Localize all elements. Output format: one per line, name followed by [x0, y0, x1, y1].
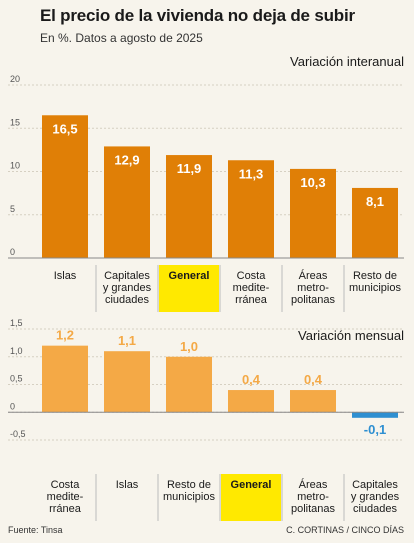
annual-category-label: Islas — [54, 270, 77, 282]
monthly-bar — [104, 351, 150, 413]
annual-bar — [166, 155, 212, 258]
monthly-category-label: Capitales — [352, 479, 398, 491]
annual-category-label: ciudades — [105, 294, 150, 306]
monthly-category-highlight — [221, 474, 281, 521]
annual-category-label: metro- — [297, 282, 329, 294]
monthly-panel-title: Variación mensual — [298, 328, 404, 343]
annual-value-label: 11,3 — [239, 166, 264, 181]
annual-bar — [290, 168, 336, 258]
annual-category-label: General — [169, 270, 210, 282]
monthly-value-label: 0,4 — [304, 372, 323, 387]
annual-panel-title: Variación interanual — [290, 54, 404, 69]
monthly-category-label: Costa — [51, 479, 81, 491]
monthly-category-label: ciudades — [353, 503, 398, 515]
annual-category-label: municipios — [349, 282, 401, 294]
monthly-bar — [290, 390, 336, 413]
monthly-ytick-label: 0,5 — [10, 374, 23, 384]
annual-category-label: Áreas — [299, 269, 328, 282]
annual-bar — [352, 187, 398, 258]
monthly-bar — [352, 412, 398, 418]
monthly-bar — [42, 345, 88, 413]
monthly-category-label: municipios — [163, 491, 215, 503]
monthly-category-label: metro- — [297, 491, 329, 503]
monthly-value-label: 0,4 — [242, 372, 261, 387]
monthly-ytick-label: 0 — [10, 401, 15, 411]
annual-ytick-label: 20 — [10, 74, 20, 84]
annual-value-label: 11,9 — [177, 161, 202, 176]
annual-ytick-label: 15 — [10, 117, 20, 127]
annual-ytick-label: 10 — [10, 161, 20, 171]
monthly-bar — [166, 356, 212, 413]
monthly-category-label: y grandes — [351, 491, 400, 503]
monthly-category-label: Islas — [116, 479, 139, 491]
annual-category-label: medite- — [233, 282, 270, 294]
annual-ytick-label: 5 — [10, 204, 15, 214]
credit-note: C. CORTINAS / CINCO DÍAS — [286, 525, 404, 535]
annual-bar — [42, 115, 88, 259]
annual-category-label: rránea — [235, 294, 268, 306]
monthly-ytick-label: 1,0 — [10, 346, 23, 356]
annual-category-label: y grandes — [103, 282, 152, 294]
annual-value-label: 12,9 — [114, 152, 139, 167]
monthly-category-label: Resto de — [167, 479, 211, 491]
monthly-value-label: 1,2 — [56, 328, 74, 343]
monthly-category-label: rránea — [49, 503, 82, 515]
monthly-category-label: politanas — [291, 503, 336, 515]
annual-category-label: Capitales — [104, 270, 150, 282]
monthly-category-label: medite- — [47, 491, 84, 503]
monthly-value-label: 1,0 — [180, 339, 198, 354]
monthly-category-label: General — [231, 479, 272, 491]
annual-value-label: 16,5 — [52, 121, 77, 136]
monthly-ytick-label: -0,5 — [10, 429, 26, 439]
monthly-bar — [228, 390, 274, 413]
chart-subtitle: En %. Datos a agosto de 2025 — [40, 31, 203, 45]
annual-value-label: 8,1 — [366, 194, 384, 209]
annual-bar — [228, 160, 274, 258]
annual-value-label: 10,3 — [300, 175, 325, 190]
monthly-value-label: -0,1 — [364, 422, 386, 437]
annual-category-label: Resto de — [353, 270, 397, 282]
annual-ytick-label: 0 — [10, 247, 15, 257]
monthly-category-label: Áreas — [299, 478, 328, 491]
source-note: Fuente: Tinsa — [8, 525, 63, 535]
annual-category-highlight — [159, 265, 219, 312]
chart-title: El precio de la vivienda no deja de subi… — [40, 6, 355, 25]
annual-category-label: politanas — [291, 294, 336, 306]
monthly-ytick-label: 1,5 — [10, 318, 23, 328]
monthly-value-label: 1,1 — [118, 333, 136, 348]
annual-bar — [104, 146, 150, 258]
annual-category-label: Costa — [237, 270, 267, 282]
